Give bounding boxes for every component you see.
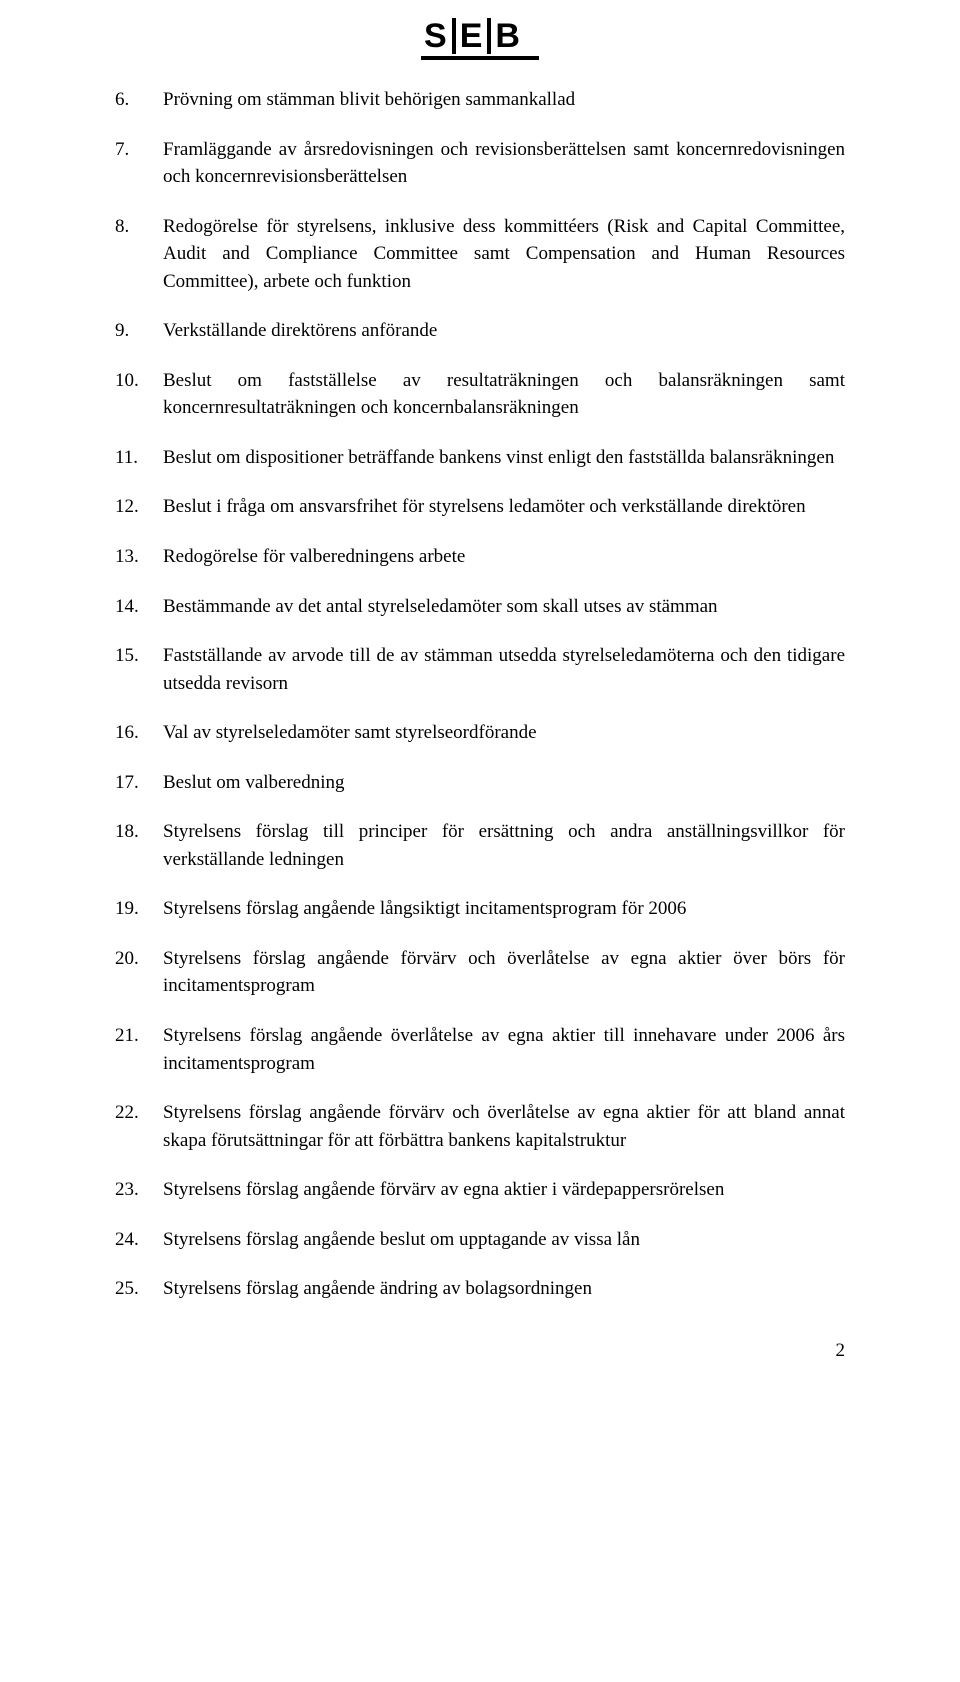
item-text: Redogörelse för styrelsens, inklusive de… xyxy=(163,213,845,296)
item-text: Bestämmande av det antal styrelseledamöt… xyxy=(163,593,845,621)
item-text: Styrelsens förslag angående långsiktigt … xyxy=(163,895,845,923)
page-number: 2 xyxy=(0,1337,960,1365)
item-number: 7. xyxy=(115,136,163,191)
item-number: 23. xyxy=(115,1176,163,1204)
list-item: 19. Styrelsens förslag angående långsikt… xyxy=(115,895,845,923)
list-item: 21. Styrelsens förslag angående överlåte… xyxy=(115,1022,845,1077)
document-page: S E B 6. Prövning om stämman blivit behö… xyxy=(0,0,960,1394)
item-text: Styrelsens förslag angående överlåtelse … xyxy=(163,1022,845,1077)
list-item: 18. Styrelsens förslag till principer fö… xyxy=(115,818,845,873)
logo-divider-icon xyxy=(452,18,456,54)
item-text: Beslut om dispositioner beträffande bank… xyxy=(163,444,845,472)
list-item: 9. Verkställande direktörens anförande xyxy=(115,317,845,345)
logo-letter-b: B xyxy=(492,19,524,53)
item-number: 17. xyxy=(115,769,163,797)
item-text: Styrelsens förslag angående förvärv av e… xyxy=(163,1176,845,1204)
item-text: Styrelsens förslag angående förvärv och … xyxy=(163,1099,845,1154)
item-number: 24. xyxy=(115,1226,163,1254)
list-item: 7. Framläggande av årsredovisningen och … xyxy=(115,136,845,191)
item-text: Styrelsens förslag till principer för er… xyxy=(163,818,845,873)
item-text: Beslut i fråga om ansvarsfrihet för styr… xyxy=(163,493,845,521)
item-number: 25. xyxy=(115,1275,163,1303)
item-text: Redogörelse för valberedningens arbete xyxy=(163,543,845,571)
item-number: 9. xyxy=(115,317,163,345)
item-text: Prövning om stämman blivit behörigen sam… xyxy=(163,86,845,114)
list-item: 13. Redogörelse för valberedningens arbe… xyxy=(115,543,845,571)
logo-underline xyxy=(421,56,539,60)
item-number: 13. xyxy=(115,543,163,571)
agenda-list: 6. Prövning om stämman blivit behörigen … xyxy=(115,86,845,1303)
item-number: 6. xyxy=(115,86,163,114)
list-item: 16. Val av styrelseledamöter samt styrel… xyxy=(115,719,845,747)
item-text: Styrelsens förslag angående beslut om up… xyxy=(163,1226,845,1254)
logo-letter-e: E xyxy=(457,19,487,53)
item-number: 10. xyxy=(115,367,163,422)
logo-container: S E B xyxy=(0,0,960,68)
item-number: 12. xyxy=(115,493,163,521)
item-text: Fastställande av arvode till de av stämm… xyxy=(163,642,845,697)
item-text: Beslut om valberedning xyxy=(163,769,845,797)
list-item: 8. Redogörelse för styrelsens, inklusive… xyxy=(115,213,845,296)
item-text: Beslut om fastställelse av resultaträkni… xyxy=(163,367,845,422)
item-text: Verkställande direktörens anförande xyxy=(163,317,845,345)
item-number: 19. xyxy=(115,895,163,923)
item-number: 18. xyxy=(115,818,163,873)
item-number: 14. xyxy=(115,593,163,621)
list-item: 12. Beslut i fråga om ansvarsfrihet för … xyxy=(115,493,845,521)
item-text: Val av styrelseledamöter samt styrelseor… xyxy=(163,719,845,747)
list-item: 6. Prövning om stämman blivit behörigen … xyxy=(115,86,845,114)
item-text: Styrelsens förslag angående ändring av b… xyxy=(163,1275,845,1303)
list-item: 23. Styrelsens förslag angående förvärv … xyxy=(115,1176,845,1204)
item-number: 8. xyxy=(115,213,163,296)
item-text: Styrelsens förslag angående förvärv och … xyxy=(163,945,845,1000)
list-item: 22. Styrelsens förslag angående förvärv … xyxy=(115,1099,845,1154)
list-item: 24. Styrelsens förslag angående beslut o… xyxy=(115,1226,845,1254)
logo-divider-icon xyxy=(487,18,491,54)
item-number: 21. xyxy=(115,1022,163,1077)
item-number: 16. xyxy=(115,719,163,747)
item-number: 22. xyxy=(115,1099,163,1154)
list-item: 15. Fastställande av arvode till de av s… xyxy=(115,642,845,697)
list-item: 17. Beslut om valberedning xyxy=(115,769,845,797)
logo-letter-s: S xyxy=(421,19,451,53)
list-item: 14. Bestämmande av det antal styrelseled… xyxy=(115,593,845,621)
item-number: 11. xyxy=(115,444,163,472)
item-number: 20. xyxy=(115,945,163,1000)
seb-logo: S E B xyxy=(421,18,539,60)
list-item: 10. Beslut om fastställelse av resultatr… xyxy=(115,367,845,422)
list-item: 11. Beslut om dispositioner beträffande … xyxy=(115,444,845,472)
list-item: 20. Styrelsens förslag angående förvärv … xyxy=(115,945,845,1000)
item-number: 15. xyxy=(115,642,163,697)
list-item: 25. Styrelsens förslag angående ändring … xyxy=(115,1275,845,1303)
item-text: Framläggande av årsredovisningen och rev… xyxy=(163,136,845,191)
